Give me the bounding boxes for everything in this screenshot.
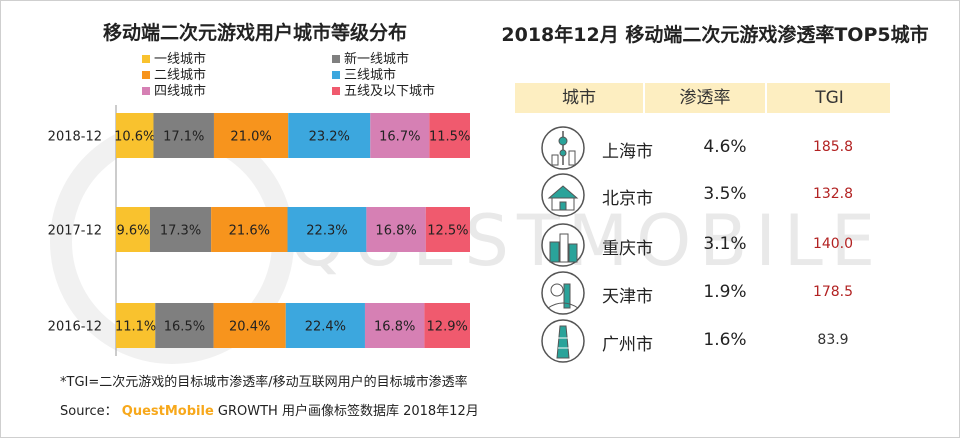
legend-label: 二线城市 (154, 68, 207, 83)
bar-value-label: 17.1% (163, 130, 204, 145)
bar-segment (424, 303, 470, 348)
table-row: 重庆市 3.1% 140.0 (540, 222, 900, 268)
bar-segment (213, 113, 289, 158)
bar-segment (116, 207, 150, 252)
penetration-rate: 3.5% (703, 184, 747, 204)
guangzhou-tower-icon (540, 318, 586, 364)
bar-value-label: 23.2% (309, 130, 350, 145)
city-name: 北京市 (602, 189, 653, 209)
table-row: 北京市 3.5% 132.8 (540, 172, 900, 218)
penetration-rate: 1.9% (703, 282, 747, 302)
category-label: 2018-12 (48, 130, 102, 145)
legend-swatch (332, 54, 340, 63)
bar-value-label: 11.1% (115, 320, 156, 335)
penetration-rate: 4.6% (703, 137, 747, 157)
bar-value-label: 16.8% (374, 320, 415, 335)
bar-segment (366, 207, 426, 252)
bar-segment (211, 207, 288, 252)
city-name: 重庆市 (602, 239, 653, 259)
legend-item: 三线城市 (332, 68, 396, 84)
bar-segment (364, 303, 425, 348)
tianjin-skyline-icon (540, 270, 586, 316)
bar-segment (116, 113, 154, 158)
bar-value-label: 20.4% (229, 320, 270, 335)
source-prefix: Source： (60, 404, 118, 419)
tgi-value: 178.5 (812, 284, 854, 300)
shanghai-skyline-icon (540, 125, 586, 171)
header-rate: 渗透率 (643, 83, 765, 113)
category-label: 2016-12 (48, 320, 102, 335)
bar-segment (288, 113, 371, 158)
legend-label: 三线城市 (344, 68, 397, 83)
bar-value-label: 22.4% (305, 320, 346, 335)
legend-swatch (142, 70, 150, 79)
category-label: 2017-12 (48, 224, 102, 239)
bar-segment (149, 207, 212, 252)
legend-item: 四线城市 (142, 84, 206, 100)
bar-segment (429, 113, 470, 158)
tgi-value: 83.9 (817, 332, 849, 348)
bar-segment (213, 303, 286, 348)
bar-value-label: 16.7% (379, 130, 420, 145)
header-tgi: TGI (765, 83, 892, 113)
legend-swatch (142, 86, 150, 95)
bar-value-label: 21.0% (230, 130, 271, 145)
bar-segment (153, 113, 214, 158)
bar-value-label: 17.3% (160, 224, 201, 239)
legend-swatch (332, 70, 340, 79)
table-header: 城市 渗透率 TGI (515, 83, 890, 113)
bar-value-label: 12.9% (427, 320, 468, 335)
penetration-rate: 1.6% (703, 330, 747, 350)
bar-value-label: 12.5% (427, 224, 468, 239)
beijing-temple-icon (540, 172, 586, 218)
bar-segment (155, 303, 214, 348)
table-row: 天津市 1.9% 178.5 (540, 270, 900, 316)
bar-value-label: 11.5% (429, 130, 470, 145)
bar-segment (116, 303, 156, 348)
footnote: *TGI=二次元游戏的目标城市渗透率/移动互联网用户的目标城市渗透率 (60, 375, 468, 390)
tgi-value: 185.8 (812, 139, 854, 155)
source-rest: GROWTH 用户画像标签数据库 2018年12月 (217, 404, 479, 419)
bar-value-label: 9.6% (116, 224, 149, 239)
legend-item: 二线城市 (142, 68, 206, 84)
legend-label: 五线及以下城市 (344, 84, 436, 99)
legend-label: 四线城市 (154, 84, 207, 99)
bar-segment (425, 207, 470, 252)
bar-value-label: 22.3% (306, 224, 347, 239)
table-row: 上海市 4.6% 185.8 (540, 125, 900, 171)
legend-label: 一线城市 (154, 52, 207, 67)
legend-swatch (142, 54, 150, 63)
bar-value-label: 16.5% (164, 320, 205, 335)
bar-segment (285, 303, 365, 348)
legend-item: 五线及以下城市 (332, 84, 435, 100)
bar-value-label: 16.8% (375, 224, 416, 239)
city-name: 天津市 (602, 287, 653, 307)
city-name: 上海市 (602, 142, 653, 162)
right-table-title: 2018年12月 移动端二次元游戏渗透率TOP5城市 (501, 24, 929, 46)
legend-item: 新一线城市 (332, 52, 409, 68)
bar-segment (287, 207, 367, 252)
legend-item: 一线城市 (142, 52, 206, 68)
source-brand: QuestMobile (121, 404, 214, 419)
header-city: 城市 (562, 88, 596, 108)
bar-segment (370, 113, 430, 158)
legend-label: 新一线城市 (344, 52, 410, 67)
bar-value-label: 21.6% (229, 224, 270, 239)
city-name: 广州市 (602, 335, 653, 355)
bar-value-label: 10.6% (114, 130, 155, 145)
left-chart-title: 移动端二次元游戏用户城市等级分布 (102, 22, 407, 44)
penetration-rate: 3.1% (703, 234, 747, 254)
legend-swatch (332, 86, 340, 95)
tgi-value: 132.8 (812, 186, 854, 202)
tgi-value: 140.0 (812, 236, 854, 252)
table-row: 广州市 1.6% 83.9 (540, 318, 900, 364)
source: Source： QuestMobile GROWTH 用户画像标签数据库 201… (60, 400, 479, 419)
chongqing-skyline-icon (540, 222, 586, 268)
